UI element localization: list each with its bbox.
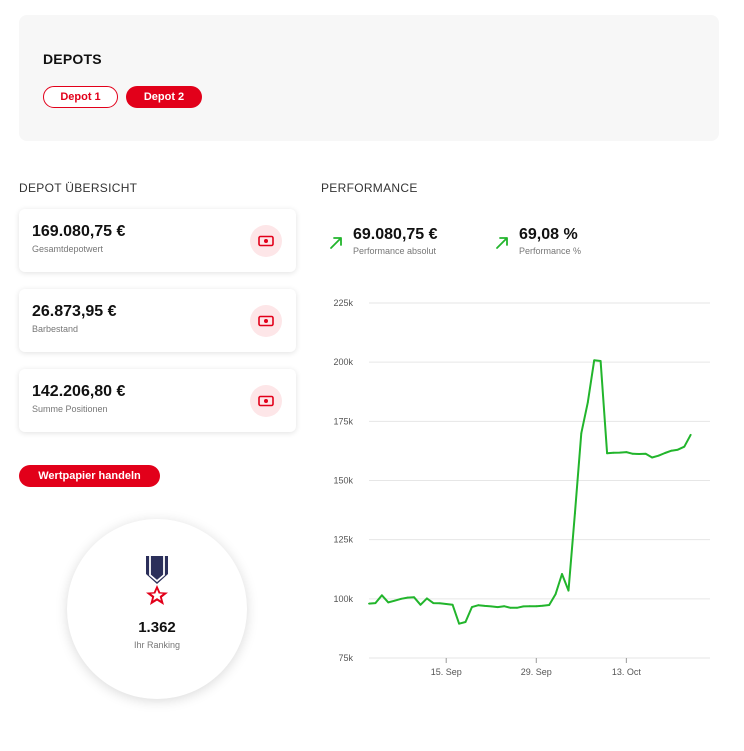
data-point — [541, 604, 544, 607]
y-tick-label: 200k — [333, 357, 353, 367]
performance-percent-value: 69,08 % — [519, 226, 578, 243]
depots-panel: DEPOTS Depot 1 Depot 2 — [19, 15, 719, 141]
total-value-card: 169.080,75 € Gesamtdepotwert — [19, 209, 296, 272]
data-point — [400, 597, 403, 600]
data-point — [458, 622, 460, 625]
medal-icon — [141, 554, 173, 611]
data-point — [477, 604, 480, 607]
data-point — [516, 606, 518, 609]
data-point — [625, 451, 628, 453]
ranking-value: 1.362 — [138, 619, 176, 636]
data-point — [593, 359, 596, 362]
x-tick-label: 13. Oct — [612, 667, 642, 677]
y-tick-label: 175k — [333, 416, 353, 426]
data-point — [689, 433, 692, 436]
data-point — [670, 449, 673, 452]
x-tick-label: 29. Sep — [521, 667, 552, 677]
cash-balance-label: Barbestand — [32, 324, 79, 334]
tab-depot-2[interactable]: Depot 2 — [126, 86, 202, 108]
data-point — [638, 453, 641, 455]
data-point — [381, 594, 383, 597]
data-point — [503, 605, 505, 608]
data-point — [567, 589, 570, 592]
data-point — [509, 606, 512, 609]
data-point — [387, 601, 390, 604]
data-point — [606, 452, 608, 455]
overview-title: DEPOT ÜBERSICHT — [19, 181, 138, 195]
data-point — [574, 512, 576, 515]
performance-absolute: 69.080,75 € Performance absolut — [353, 226, 438, 256]
y-tick-label: 75k — [338, 653, 353, 663]
ranking-badge: 1.362 Ihr Ranking — [67, 519, 247, 699]
y-tick-label: 225k — [333, 298, 353, 308]
x-tick-label: 15. Sep — [431, 667, 462, 677]
data-point — [393, 599, 396, 602]
y-tick-label: 100k — [333, 594, 353, 604]
data-point — [496, 606, 499, 608]
trade-security-button[interactable]: Wertpapier handeln — [19, 465, 160, 487]
positions-sum-value: 142.206,80 € — [32, 383, 126, 400]
cash-balance-card: 26.873,95 € Barbestand — [19, 289, 296, 352]
ranking-label: Ihr Ranking — [133, 640, 181, 650]
data-point — [406, 596, 409, 599]
total-value-label: Gesamtdepotwert — [32, 244, 104, 254]
data-point — [676, 448, 679, 451]
performance-percent-label: Performance % — [519, 246, 582, 256]
positions-sum-card: 142.206,80 € Summe Positionen — [19, 369, 296, 432]
data-point — [683, 445, 686, 448]
data-point — [374, 602, 377, 604]
y-tick-label: 150k — [333, 476, 353, 486]
depots-title: DEPOTS — [43, 51, 102, 67]
data-point — [619, 451, 621, 454]
performance-absolute-label: Performance absolut — [353, 246, 437, 256]
data-point — [631, 452, 634, 455]
data-point — [432, 602, 435, 604]
data-point — [451, 603, 454, 606]
performance-series-line — [368, 359, 692, 625]
data-point — [419, 603, 422, 606]
data-point — [664, 452, 666, 454]
data-point — [522, 605, 525, 608]
performance-percent: 69,08 % Performance % — [519, 226, 581, 256]
trend-up-icon — [495, 236, 509, 255]
data-point — [490, 605, 493, 608]
data-point — [651, 456, 653, 459]
performance-title: PERFORMANCE — [321, 181, 418, 195]
data-point — [535, 605, 538, 608]
tab-depot-1[interactable]: Depot 1 — [43, 86, 118, 108]
data-point — [657, 454, 660, 457]
data-point — [548, 604, 551, 606]
positions-sum-label: Summe Positionen — [32, 404, 108, 414]
data-point — [561, 573, 563, 575]
data-point — [438, 602, 441, 605]
trend-up-icon — [329, 236, 343, 255]
data-point — [426, 597, 428, 600]
total-value: 169.080,75 € — [32, 223, 126, 240]
y-tick-label: 125k — [333, 535, 353, 545]
data-point — [483, 605, 486, 607]
cash-icon — [250, 225, 282, 257]
performance-chart: 225k 200k 175k 150k 125k 100k 75k 15. Sep 29. Se… — [333, 298, 710, 677]
data-point — [580, 432, 583, 435]
data-point — [612, 451, 615, 454]
data-point — [471, 606, 473, 608]
data-point — [413, 596, 415, 599]
cash-balance-value: 26.873,95 € — [32, 303, 117, 320]
data-point — [445, 603, 448, 605]
data-point — [464, 621, 467, 623]
data-point — [528, 605, 531, 608]
performance-absolute-value: 69.080,75 € — [353, 226, 438, 243]
cash-icon — [250, 305, 282, 337]
cash-icon — [250, 385, 282, 417]
data-point — [644, 452, 647, 455]
data-point — [554, 593, 557, 595]
data-point — [368, 602, 370, 605]
data-point — [599, 360, 602, 362]
data-point — [586, 401, 589, 404]
